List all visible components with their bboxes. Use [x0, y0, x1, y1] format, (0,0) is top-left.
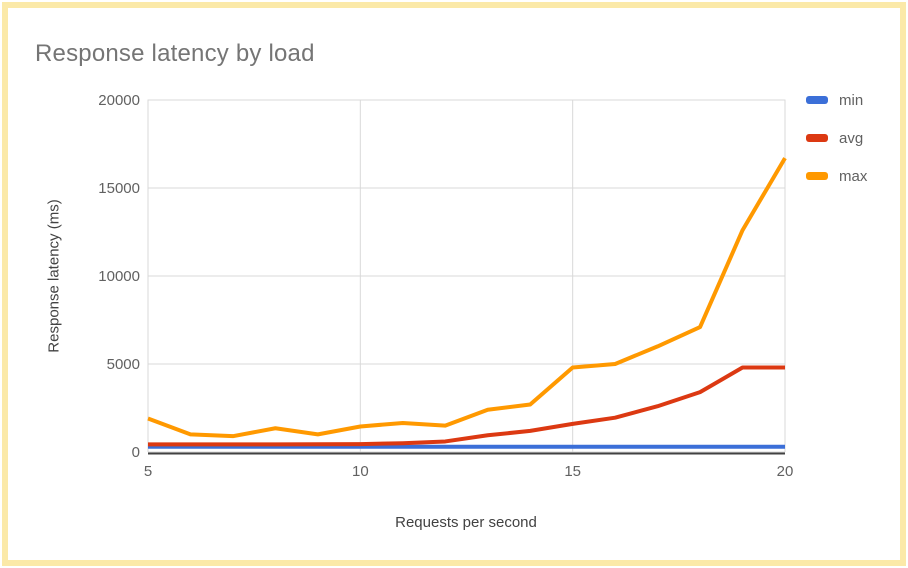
- legend-swatch-max: [806, 172, 828, 180]
- y-tick-label-20000: 20000: [98, 92, 140, 109]
- legend-label-min: min: [839, 91, 864, 109]
- legend-label-avg: avg: [839, 129, 864, 147]
- chart-title: Response latency by load: [35, 40, 315, 67]
- legend-label-max: max: [839, 167, 868, 185]
- x-tick-label-20: 20: [777, 463, 794, 480]
- x-axis-title: Requests per second: [395, 514, 537, 531]
- y-tick-label-10000: 10000: [98, 268, 140, 285]
- x-tick-label-10: 10: [352, 463, 369, 480]
- series-line-max: [147, 157, 787, 439]
- series-line-avg: [148, 365, 785, 447]
- x-tick-label-5: 5: [144, 463, 152, 480]
- legend-item-min: min: [806, 91, 867, 109]
- legend-swatch-avg: [806, 134, 828, 142]
- y-tick-label-15000: 15000: [98, 180, 140, 197]
- chart-legend: min avg max: [806, 92, 867, 206]
- plot-border: [147, 99, 786, 452]
- y-tick-label-0: 0: [132, 444, 140, 461]
- legend-swatch-min: [806, 96, 828, 104]
- x-tick-label-15: 15: [564, 463, 581, 480]
- y-tick-label-5000: 5000: [107, 356, 140, 373]
- legend-item-avg: avg: [806, 129, 867, 147]
- legend-item-max: max: [806, 167, 868, 185]
